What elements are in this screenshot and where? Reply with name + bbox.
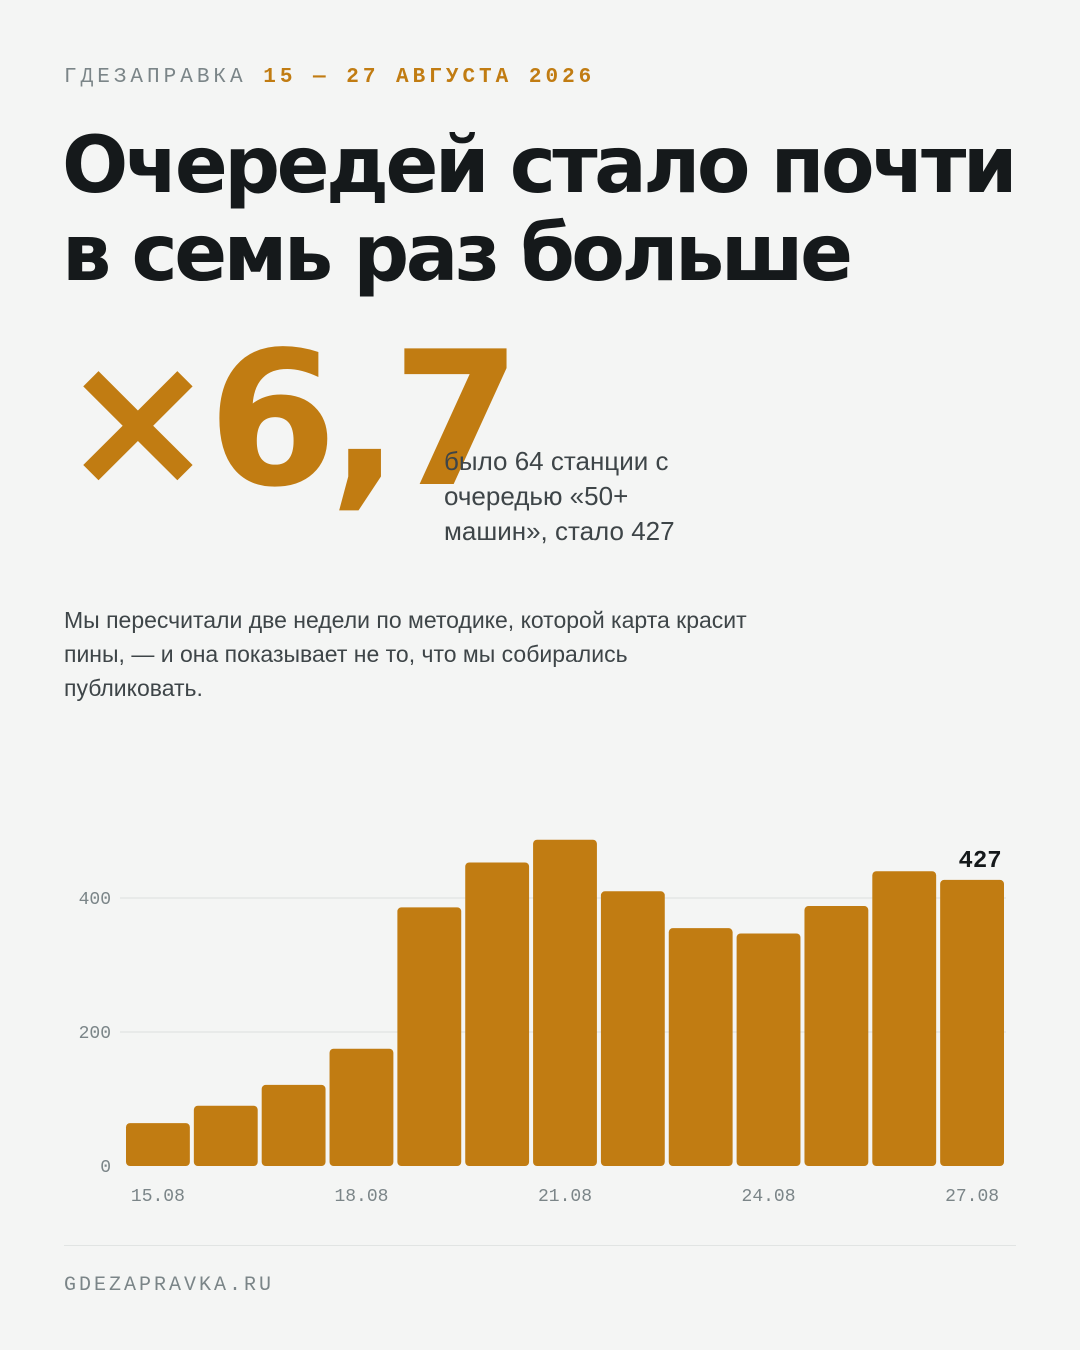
data-label: 427 bbox=[958, 848, 1001, 875]
bar bbox=[329, 1048, 394, 1166]
site-url: GDEZAPRAVKA.RU bbox=[64, 1274, 275, 1297]
x-tick-label: 15.08 bbox=[131, 1187, 185, 1207]
x-tick-label: 18.08 bbox=[334, 1187, 388, 1207]
x-tick-label: 24.08 bbox=[742, 1187, 796, 1207]
bar bbox=[465, 862, 530, 1166]
bar bbox=[600, 891, 665, 1166]
bar bbox=[736, 933, 801, 1166]
bar-chart: 0 200 400 15.08 18.08 21.08 24.08 27.08 427 bbox=[79, 839, 1006, 1207]
multiplier-value: ×6,7 bbox=[60, 311, 521, 528]
y-tick-label: 0 bbox=[100, 1158, 111, 1178]
kicker: ГДЕЗАПРАВКА 15 — 27 АВГУСТА 2026 bbox=[64, 66, 595, 89]
bar bbox=[668, 928, 733, 1166]
multiplier-note: было 64 станции с очередью «50+ машин», … bbox=[444, 446, 675, 546]
bar bbox=[940, 879, 1004, 1166]
x-tick-label: 27.08 bbox=[945, 1187, 999, 1207]
bar bbox=[261, 1084, 326, 1166]
bar bbox=[804, 906, 869, 1166]
x-tick-label: 21.08 bbox=[538, 1187, 592, 1207]
bar bbox=[126, 1123, 190, 1166]
date-range: 15 — 27 АВГУСТА 2026 bbox=[263, 66, 596, 89]
y-tick-label: 400 bbox=[79, 890, 111, 910]
bar bbox=[193, 1105, 258, 1166]
bar bbox=[397, 907, 462, 1166]
y-tick-label: 200 bbox=[79, 1024, 111, 1044]
headline-line-1: Очередей стало почти bbox=[62, 121, 1018, 211]
headline: Очередей стало почти в семь раз больше bbox=[62, 122, 1042, 298]
brand-name: ГДЕЗАПРАВКА bbox=[64, 66, 247, 89]
bar bbox=[872, 871, 937, 1166]
headline-line-2: в семь раз больше bbox=[62, 209, 853, 299]
bar bbox=[533, 839, 597, 1166]
lede-paragraph: Мы пересчитали две недели по методике, к… bbox=[64, 607, 747, 701]
footer-divider bbox=[64, 1245, 1016, 1246]
